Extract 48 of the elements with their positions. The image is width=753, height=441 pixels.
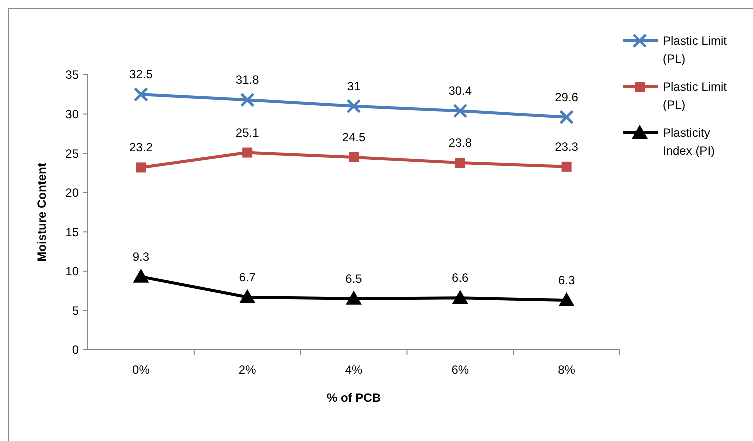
data-label: 23.3	[555, 140, 579, 154]
y-tick-label: 35	[66, 68, 80, 82]
y-axis-title: Moisture Content	[35, 163, 49, 262]
data-label: 25.1	[236, 126, 260, 140]
y-tick-label: 25	[66, 146, 80, 161]
point	[134, 87, 148, 102]
legend-label: Plastic Limit (PL)	[663, 80, 728, 112]
data-label: 31	[347, 79, 361, 94]
x-tick-label: 8%	[558, 363, 576, 377]
point	[562, 162, 572, 172]
x-tick-label: 4%	[345, 363, 363, 377]
point	[452, 290, 468, 304]
point	[455, 158, 466, 168]
data-label: 29.6	[555, 90, 579, 104]
point	[349, 152, 359, 162]
data-label: 31.8	[236, 73, 260, 88]
point	[560, 110, 574, 125]
data-label: 32.5	[130, 68, 154, 82]
data-label: 6.6	[452, 271, 470, 286]
x-tick-label: 6%	[452, 363, 470, 377]
x-tick-label: 0%	[132, 363, 150, 377]
legend-label: Plasticity Index (PI)	[663, 126, 716, 158]
legend-label: Plastic Limit (PL)	[663, 34, 728, 66]
data-label: 6.7	[239, 270, 256, 284]
point	[240, 289, 256, 304]
point	[136, 162, 146, 173]
data-label: 6.5	[346, 272, 363, 286]
data-label: 9.3	[132, 250, 150, 264]
point	[453, 104, 468, 118]
x-axis-title: % of PCB	[327, 391, 382, 405]
data-label: 23.8	[448, 136, 472, 150]
data-label: 23.2	[130, 140, 154, 155]
y-tick-label: 10	[66, 264, 80, 279]
data-label: 30.4	[448, 84, 472, 98]
point	[240, 92, 255, 108]
y-tick-label: 5	[72, 304, 80, 318]
point	[346, 99, 362, 114]
point	[133, 268, 150, 283]
data-label: 6.3	[558, 274, 576, 288]
y-tick-label: 20	[66, 186, 80, 200]
point	[242, 148, 253, 158]
y-tick-label: 30	[66, 107, 80, 122]
x-tick-label: 2%	[238, 363, 257, 377]
point	[346, 290, 362, 305]
y-tick-label: 15	[66, 225, 80, 240]
point	[558, 292, 575, 306]
y-tick-label: 0	[72, 343, 80, 358]
data-label: 24.5	[342, 130, 366, 144]
